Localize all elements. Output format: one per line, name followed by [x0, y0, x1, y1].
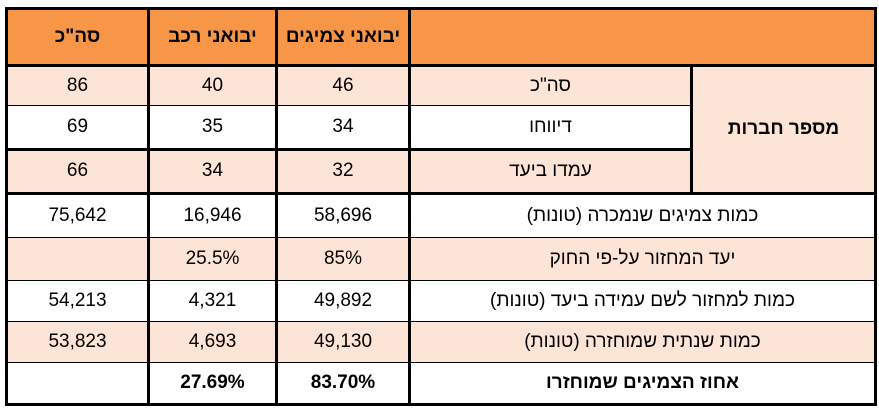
- cell-tires-importers: 58,696: [275, 192, 411, 238]
- row-label: דיווחו: [408, 105, 693, 151]
- table-row: אחוז הצמיגים שמוחזרו 83.70% 27.69%: [5, 362, 877, 406]
- cell-vehicle-importers: 25.5%: [147, 237, 278, 281]
- table-row: דיווחו 34 35 69: [5, 105, 876, 151]
- cell-total: 54,213: [5, 280, 150, 322]
- cell-tires-importers: 49,130: [275, 321, 411, 363]
- cell-vehicle-importers: 35: [147, 105, 278, 151]
- table-row: עמדו ביעד 32 34 66: [5, 148, 876, 195]
- recycling-table: יבואני צמיגים יבואני רכב סה"כ מספר חברות…: [5, 7, 877, 406]
- header-row: יבואני צמיגים יבואני רכב סה"כ: [5, 7, 877, 67]
- cell-tires-importers: 46: [275, 64, 411, 106]
- cell-tires-importers: 32: [275, 148, 411, 195]
- header-total: סה"כ: [5, 7, 150, 67]
- cell-tires-importers: 34: [275, 105, 411, 151]
- cell-vehicle-importers: 27.69%: [147, 362, 278, 406]
- header-vehicle-importers: יבואני רכב: [147, 7, 278, 67]
- header-label-cell: [408, 7, 877, 67]
- cell-total: 86: [5, 64, 150, 106]
- cell-tires-importers: 83.70%: [275, 362, 411, 406]
- header-tires-importers: יבואני צמיגים: [275, 7, 411, 67]
- row-label: כמות שנתית שמוחזרה (טונות): [408, 321, 877, 363]
- row-label: יעד המחזור על-פי החוק: [408, 237, 877, 281]
- cell-total: 53,823: [5, 321, 150, 363]
- cell-total: 69: [5, 105, 150, 151]
- cell-vehicle-importers: 4,693: [147, 321, 278, 363]
- row-label: עמדו ביעד: [408, 148, 693, 195]
- cell-total: 66: [5, 148, 150, 195]
- row-label: כמות צמיגים שנמכרה (טונות): [408, 192, 877, 238]
- cell-total: [5, 237, 150, 281]
- companies-group-label: מספר חברות: [690, 64, 877, 195]
- cell-vehicle-importers: 4,321: [147, 280, 278, 322]
- table-row: כמות צמיגים שנמכרה (טונות) 58,696 16,946…: [5, 192, 877, 238]
- table-row: כמות למחזור לשם עמידה ביעד (טונות) 49,89…: [5, 280, 877, 322]
- row-label: אחוז הצמיגים שמוחזרו: [408, 362, 877, 406]
- row-label: סה"כ: [408, 64, 693, 106]
- table-row: מספר חברות סה"כ 46 40 86: [5, 64, 877, 195]
- cell-total: 75,642: [5, 192, 150, 238]
- table-row: יעד המחזור על-פי החוק 85% 25.5%: [5, 237, 877, 281]
- table-row: כמות שנתית שמוחזרה (טונות) 49,130 4,693 …: [5, 321, 877, 363]
- cell-tires-importers: 85%: [275, 237, 411, 281]
- cell-tires-importers: 49,892: [275, 280, 411, 322]
- cell-total: [5, 362, 150, 406]
- cell-vehicle-importers: 34: [147, 148, 278, 195]
- row-label: כמות למחזור לשם עמידה ביעד (טונות): [408, 280, 877, 322]
- cell-vehicle-importers: 16,946: [147, 192, 278, 238]
- cell-vehicle-importers: 40: [147, 64, 278, 106]
